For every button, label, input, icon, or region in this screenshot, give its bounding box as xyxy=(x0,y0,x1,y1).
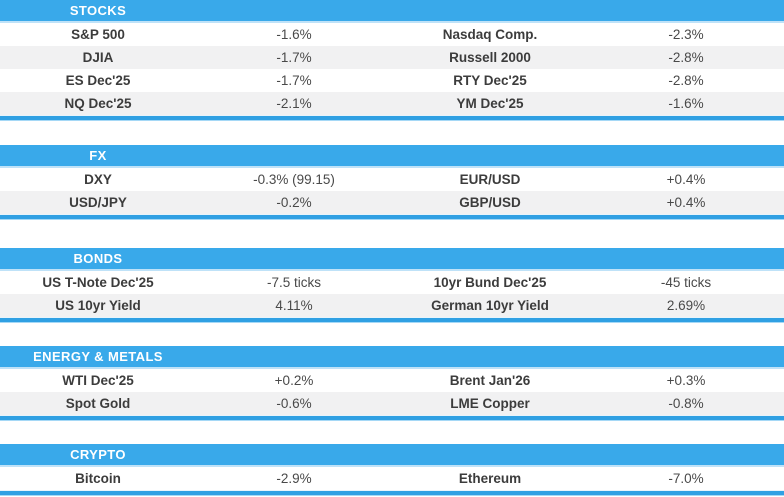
instrument-value: -1.6% xyxy=(668,96,704,111)
instrument-label: Brent Jan'26 xyxy=(449,373,531,388)
section-title: BONDS xyxy=(73,251,123,266)
section-crypto: CRYPTO Bitcoin -2.9% Ethereum -7.0% xyxy=(0,444,784,496)
table-row: S&P 500 -1.6% Nasdaq Comp. -2.3% xyxy=(0,23,784,46)
section-divider xyxy=(0,214,784,220)
table-row: DJIA -1.7% Russell 2000 -2.8% xyxy=(0,46,784,69)
table-row: WTI Dec'25 +0.2% Brent Jan'26 +0.3% xyxy=(0,369,784,392)
instrument-value: 4.11% xyxy=(275,298,313,313)
instrument-label: NQ Dec'25 xyxy=(64,96,132,111)
instrument-label: DXY xyxy=(84,172,112,187)
section-title: STOCKS xyxy=(69,3,127,18)
instrument-label: Ethereum xyxy=(458,471,522,486)
instrument-label: DJIA xyxy=(82,50,114,65)
section-header: STOCKS xyxy=(0,0,784,23)
instrument-value: -2.8% xyxy=(668,73,704,88)
instrument-label: US 10yr Yield xyxy=(55,298,141,313)
instrument-value: -0.2% xyxy=(276,195,312,210)
section-header: FX xyxy=(0,145,784,168)
section-title: CRYPTO xyxy=(70,447,126,462)
section-divider xyxy=(0,317,784,323)
instrument-value: -2.3% xyxy=(668,27,704,42)
instrument-value: -45 ticks xyxy=(660,275,712,290)
instrument-label: RTY Dec'25 xyxy=(453,73,527,88)
table-row: USD/JPY -0.2% GBP/USD +0.4% xyxy=(0,191,784,214)
section-divider xyxy=(0,415,784,421)
instrument-value: -7.5 ticks xyxy=(266,275,321,290)
instrument-value: -1.7% xyxy=(276,73,312,88)
instrument-label: YM Dec'25 xyxy=(456,96,524,111)
section-bonds: BONDS US T-Note Dec'25 -7.5 ticks 10yr Bund… xyxy=(0,248,784,323)
instrument-value: +0.3% xyxy=(666,373,706,388)
instrument-value: -0.8% xyxy=(668,396,704,411)
instrument-value: +0.4% xyxy=(666,172,706,187)
table-row: US T-Note Dec'25 -7.5 ticks 10yr Bund Dec'… xyxy=(0,271,784,294)
section-title: ENERGY & METALS xyxy=(33,349,163,364)
instrument-value: +0.4% xyxy=(666,195,706,210)
table-row: NQ Dec'25 -2.1% YM Dec'25 -1.6% xyxy=(0,92,784,115)
instrument-label: EUR/USD xyxy=(459,172,521,187)
instrument-value: -1.7% xyxy=(276,50,312,65)
instrument-value: -2.9% xyxy=(276,471,312,486)
table-row: Bitcoin -2.9% Ethereum -7.0% xyxy=(0,467,784,490)
instrument-value: -1.6% xyxy=(276,27,312,42)
instrument-label: USD/JPY xyxy=(69,195,127,210)
section-stocks: STOCKS S&P 500 -1.6% Nasdaq Comp. -2.3% DJIA -… xyxy=(0,0,784,121)
instrument-value: -7.0% xyxy=(668,471,704,486)
section-fx: FX DXY -0.3% (99.15) EUR/USD +0.4% USD/JPY -0.… xyxy=(0,145,784,220)
table-row: DXY -0.3% (99.15) EUR/USD +0.4% xyxy=(0,168,784,191)
instrument-value: -0.3% (99.15) xyxy=(253,172,335,187)
instrument-value: +0.2% xyxy=(274,373,314,388)
instrument-value: -2.1% xyxy=(276,96,312,111)
section-title: FX xyxy=(89,148,107,163)
instrument-value: 2.69% xyxy=(666,298,706,313)
instrument-label: Spot Gold xyxy=(65,396,131,411)
instrument-label: US T-Note Dec'25 xyxy=(42,275,154,290)
instrument-label: S&P 500 xyxy=(71,27,125,42)
instrument-label: Nasdaq Comp. xyxy=(442,27,538,42)
section-energy-metals: ENERGY & METALS WTI Dec'25 +0.2% Brent Jan'… xyxy=(0,346,784,421)
instrument-label: 10yr Bund Dec'25 xyxy=(433,275,547,290)
instrument-label: Bitcoin xyxy=(75,471,121,486)
instrument-label: German 10yr Yield xyxy=(431,298,549,313)
section-header: ENERGY & METALS xyxy=(0,346,784,369)
section-header: BONDS xyxy=(0,248,784,271)
instrument-label: Russell 2000 xyxy=(449,50,531,65)
instrument-value: -2.8% xyxy=(668,50,704,65)
table-row: ES Dec'25 -1.7% RTY Dec'25 -2.8% xyxy=(0,69,784,92)
instrument-label: ES Dec'25 xyxy=(65,73,131,88)
section-header: CRYPTO xyxy=(0,444,784,467)
instrument-value: -0.6% xyxy=(276,396,312,411)
table-row: US 10yr Yield 4.11% German 10yr Yield 2.69% xyxy=(0,294,784,317)
instrument-label: GBP/USD xyxy=(459,195,521,210)
instrument-label: LME Copper xyxy=(450,396,530,411)
table-row: Spot Gold -0.6% LME Copper -0.8% xyxy=(0,392,784,415)
section-divider xyxy=(0,490,784,496)
section-divider xyxy=(0,115,784,121)
instrument-label: WTI Dec'25 xyxy=(62,373,134,388)
